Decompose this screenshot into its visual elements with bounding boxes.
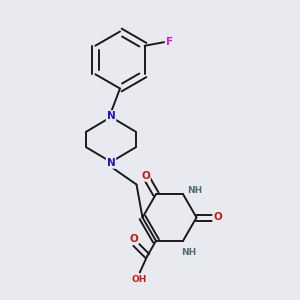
- Text: F: F: [166, 37, 173, 47]
- Text: N: N: [106, 158, 116, 168]
- Text: NH: NH: [181, 248, 196, 257]
- Text: OH: OH: [131, 274, 147, 284]
- Text: O: O: [141, 171, 150, 181]
- Text: N: N: [106, 111, 116, 121]
- Text: O: O: [213, 212, 222, 223]
- Text: NH: NH: [187, 186, 202, 195]
- Text: O: O: [129, 234, 138, 244]
